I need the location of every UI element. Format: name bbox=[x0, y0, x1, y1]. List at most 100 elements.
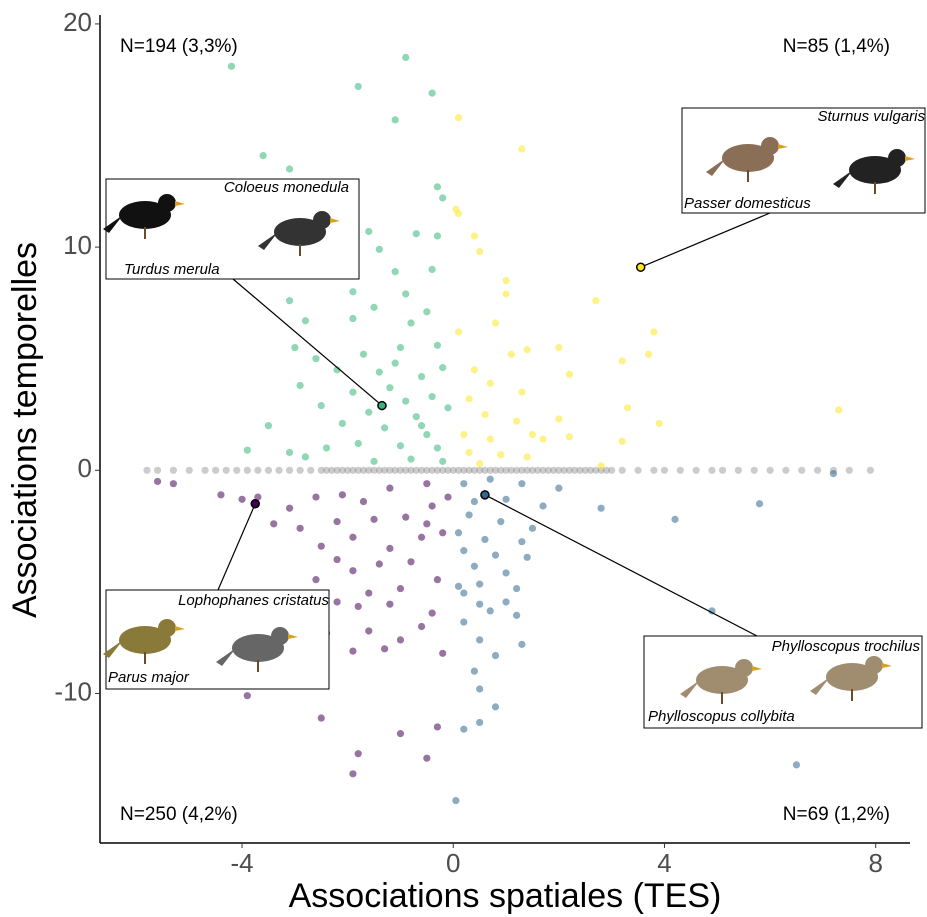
point bbox=[423, 480, 431, 488]
point bbox=[402, 290, 410, 298]
point bbox=[428, 502, 436, 510]
point bbox=[439, 466, 447, 474]
species-label: Sturnus vulgaris bbox=[817, 108, 925, 125]
y-tick-label: 10 bbox=[63, 230, 92, 260]
x-tick-label: 4 bbox=[657, 848, 671, 878]
point bbox=[708, 607, 716, 615]
point bbox=[518, 466, 526, 474]
point bbox=[423, 520, 431, 528]
point bbox=[370, 457, 378, 465]
point bbox=[222, 466, 230, 474]
point bbox=[365, 408, 373, 416]
point bbox=[798, 466, 806, 474]
x-axis-title: Associations spatiales (TES) bbox=[289, 877, 722, 915]
x-tick-label: 0 bbox=[446, 848, 460, 878]
point bbox=[470, 466, 478, 474]
point bbox=[497, 466, 505, 474]
point bbox=[460, 547, 468, 555]
point bbox=[476, 636, 484, 644]
point bbox=[391, 466, 399, 474]
bird-icon bbox=[882, 663, 892, 668]
point bbox=[470, 497, 478, 506]
point bbox=[285, 165, 294, 173]
point bbox=[502, 276, 510, 285]
point bbox=[444, 466, 452, 474]
point bbox=[502, 290, 510, 298]
point bbox=[402, 466, 410, 474]
bird-icon bbox=[752, 666, 762, 671]
point bbox=[365, 627, 373, 635]
highlight-point bbox=[480, 490, 490, 500]
point bbox=[476, 718, 484, 727]
point bbox=[307, 466, 315, 474]
point bbox=[270, 520, 278, 528]
point bbox=[391, 359, 399, 367]
point bbox=[645, 350, 653, 358]
point bbox=[565, 370, 574, 378]
leader-line bbox=[217, 503, 256, 591]
point bbox=[597, 462, 605, 470]
point bbox=[396, 584, 405, 593]
point bbox=[660, 466, 669, 474]
point bbox=[317, 542, 325, 550]
point bbox=[513, 417, 521, 425]
bird-icon bbox=[865, 656, 883, 674]
bird-icon bbox=[680, 680, 700, 698]
point bbox=[486, 475, 494, 483]
point bbox=[217, 491, 225, 499]
point bbox=[460, 430, 468, 439]
point bbox=[592, 466, 600, 474]
point bbox=[227, 62, 236, 70]
bird-icon bbox=[706, 158, 726, 176]
point bbox=[185, 466, 193, 474]
bird-icon bbox=[833, 170, 853, 188]
bird-icon bbox=[722, 144, 774, 172]
point bbox=[623, 404, 632, 412]
point bbox=[333, 555, 341, 564]
point bbox=[476, 466, 484, 474]
point bbox=[349, 647, 357, 655]
point bbox=[555, 484, 563, 492]
point bbox=[491, 466, 500, 474]
point bbox=[676, 466, 684, 474]
point bbox=[354, 439, 362, 448]
bird-icon bbox=[330, 218, 340, 223]
bird-icon bbox=[735, 659, 753, 677]
bird-icon bbox=[778, 144, 788, 149]
point bbox=[454, 114, 463, 122]
point bbox=[734, 466, 742, 474]
point bbox=[481, 466, 489, 474]
point bbox=[565, 433, 574, 441]
y-axis-title: Associations temporelles bbox=[6, 242, 44, 618]
point bbox=[439, 529, 447, 537]
point bbox=[718, 466, 727, 474]
point bbox=[428, 265, 436, 274]
point bbox=[359, 350, 368, 358]
point bbox=[285, 466, 294, 474]
point bbox=[866, 466, 874, 474]
point bbox=[449, 466, 457, 474]
point bbox=[518, 388, 526, 396]
point bbox=[486, 379, 494, 387]
species-label: Passer domesticus bbox=[684, 195, 811, 212]
point bbox=[370, 515, 378, 523]
point bbox=[375, 560, 383, 568]
point bbox=[518, 538, 526, 546]
leader-line bbox=[232, 278, 383, 407]
point bbox=[671, 515, 679, 523]
point bbox=[835, 406, 843, 414]
point bbox=[460, 725, 468, 733]
y-tick-label: 0 bbox=[78, 453, 92, 483]
species-label: Turdus merula bbox=[124, 261, 220, 278]
point bbox=[528, 466, 537, 474]
point bbox=[402, 513, 410, 521]
point bbox=[143, 466, 151, 474]
point bbox=[454, 466, 463, 474]
point bbox=[502, 495, 510, 503]
point bbox=[396, 466, 405, 474]
x-tick-label: 8 bbox=[868, 848, 882, 878]
bird-icon bbox=[313, 211, 331, 229]
point bbox=[513, 466, 521, 474]
point bbox=[433, 183, 442, 191]
